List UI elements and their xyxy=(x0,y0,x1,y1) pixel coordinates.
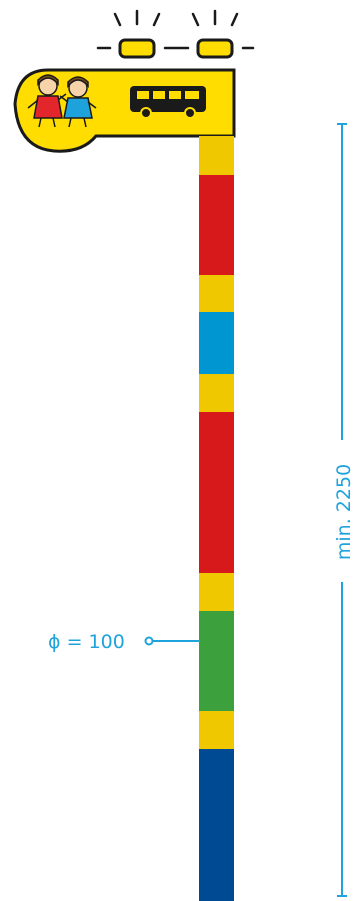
pole-stripe-yellow xyxy=(199,275,234,312)
pole-stripe-yellow xyxy=(199,573,234,611)
height-label: min. 2250 xyxy=(333,464,354,560)
pole-stripe-blue xyxy=(199,312,234,374)
bus-icon xyxy=(130,86,206,119)
diameter-annotation: ϕ = 100 xyxy=(48,631,200,653)
warning-lights xyxy=(96,9,255,59)
pole-stripe-green xyxy=(199,611,234,711)
bus-stop-sign xyxy=(13,68,236,153)
warning-light-right-icon xyxy=(191,9,255,59)
striped-pole xyxy=(199,136,234,901)
pole-stripe-red xyxy=(199,412,234,573)
diameter-label: ϕ = 100 xyxy=(48,631,125,653)
warning-light-left-icon xyxy=(96,9,161,59)
pole-stripe-yellow xyxy=(199,374,234,412)
pole-stripe-red xyxy=(199,175,234,275)
pole-stripe-dark-blue xyxy=(199,749,234,901)
pole-stripe-yellow xyxy=(199,136,234,175)
height-dimension xyxy=(337,123,347,897)
pole-stripe-yellow xyxy=(199,711,234,749)
children-icon xyxy=(27,74,97,128)
diameter-marker xyxy=(144,636,154,646)
